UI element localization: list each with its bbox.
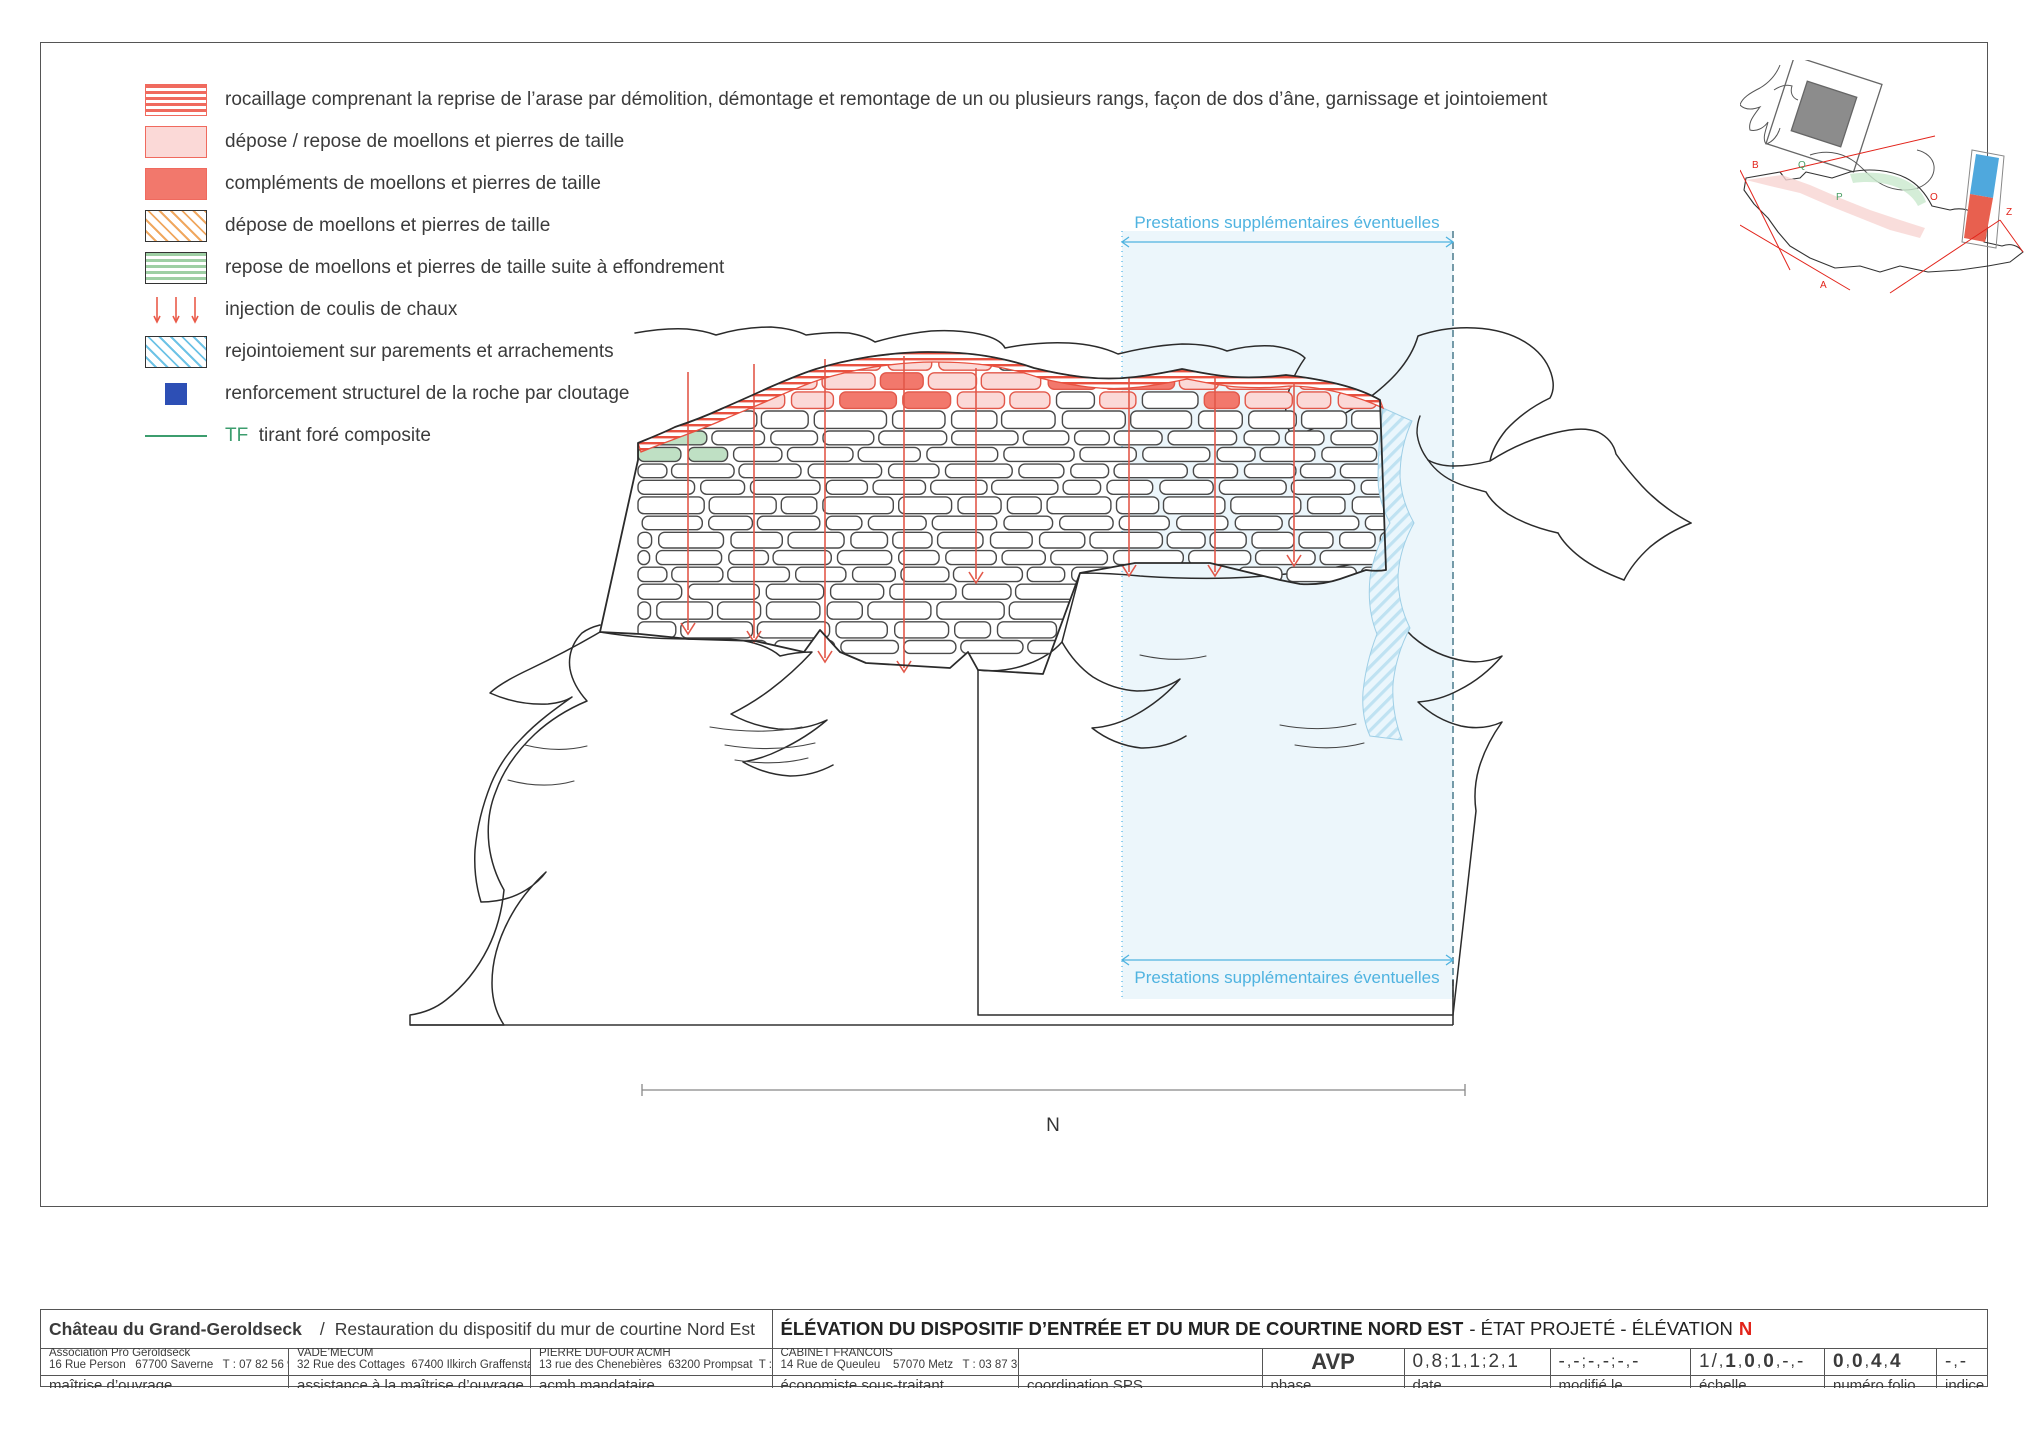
svg-text:P: P xyxy=(1836,192,1843,203)
svg-text:N: N xyxy=(1046,1115,1060,1136)
svg-text:B: B xyxy=(1752,160,1759,171)
svg-text:A: A xyxy=(1820,280,1827,291)
svg-text:O: O xyxy=(1930,192,1938,203)
svg-text:Q: Q xyxy=(1798,160,1806,171)
svg-text:Z: Z xyxy=(2006,207,2012,218)
svg-text:Prestations supplémentaires év: Prestations supplémentaires éventuelles xyxy=(1134,968,1439,987)
svg-text:Prestations supplémentaires év: Prestations supplémentaires éventuelles xyxy=(1134,213,1439,232)
